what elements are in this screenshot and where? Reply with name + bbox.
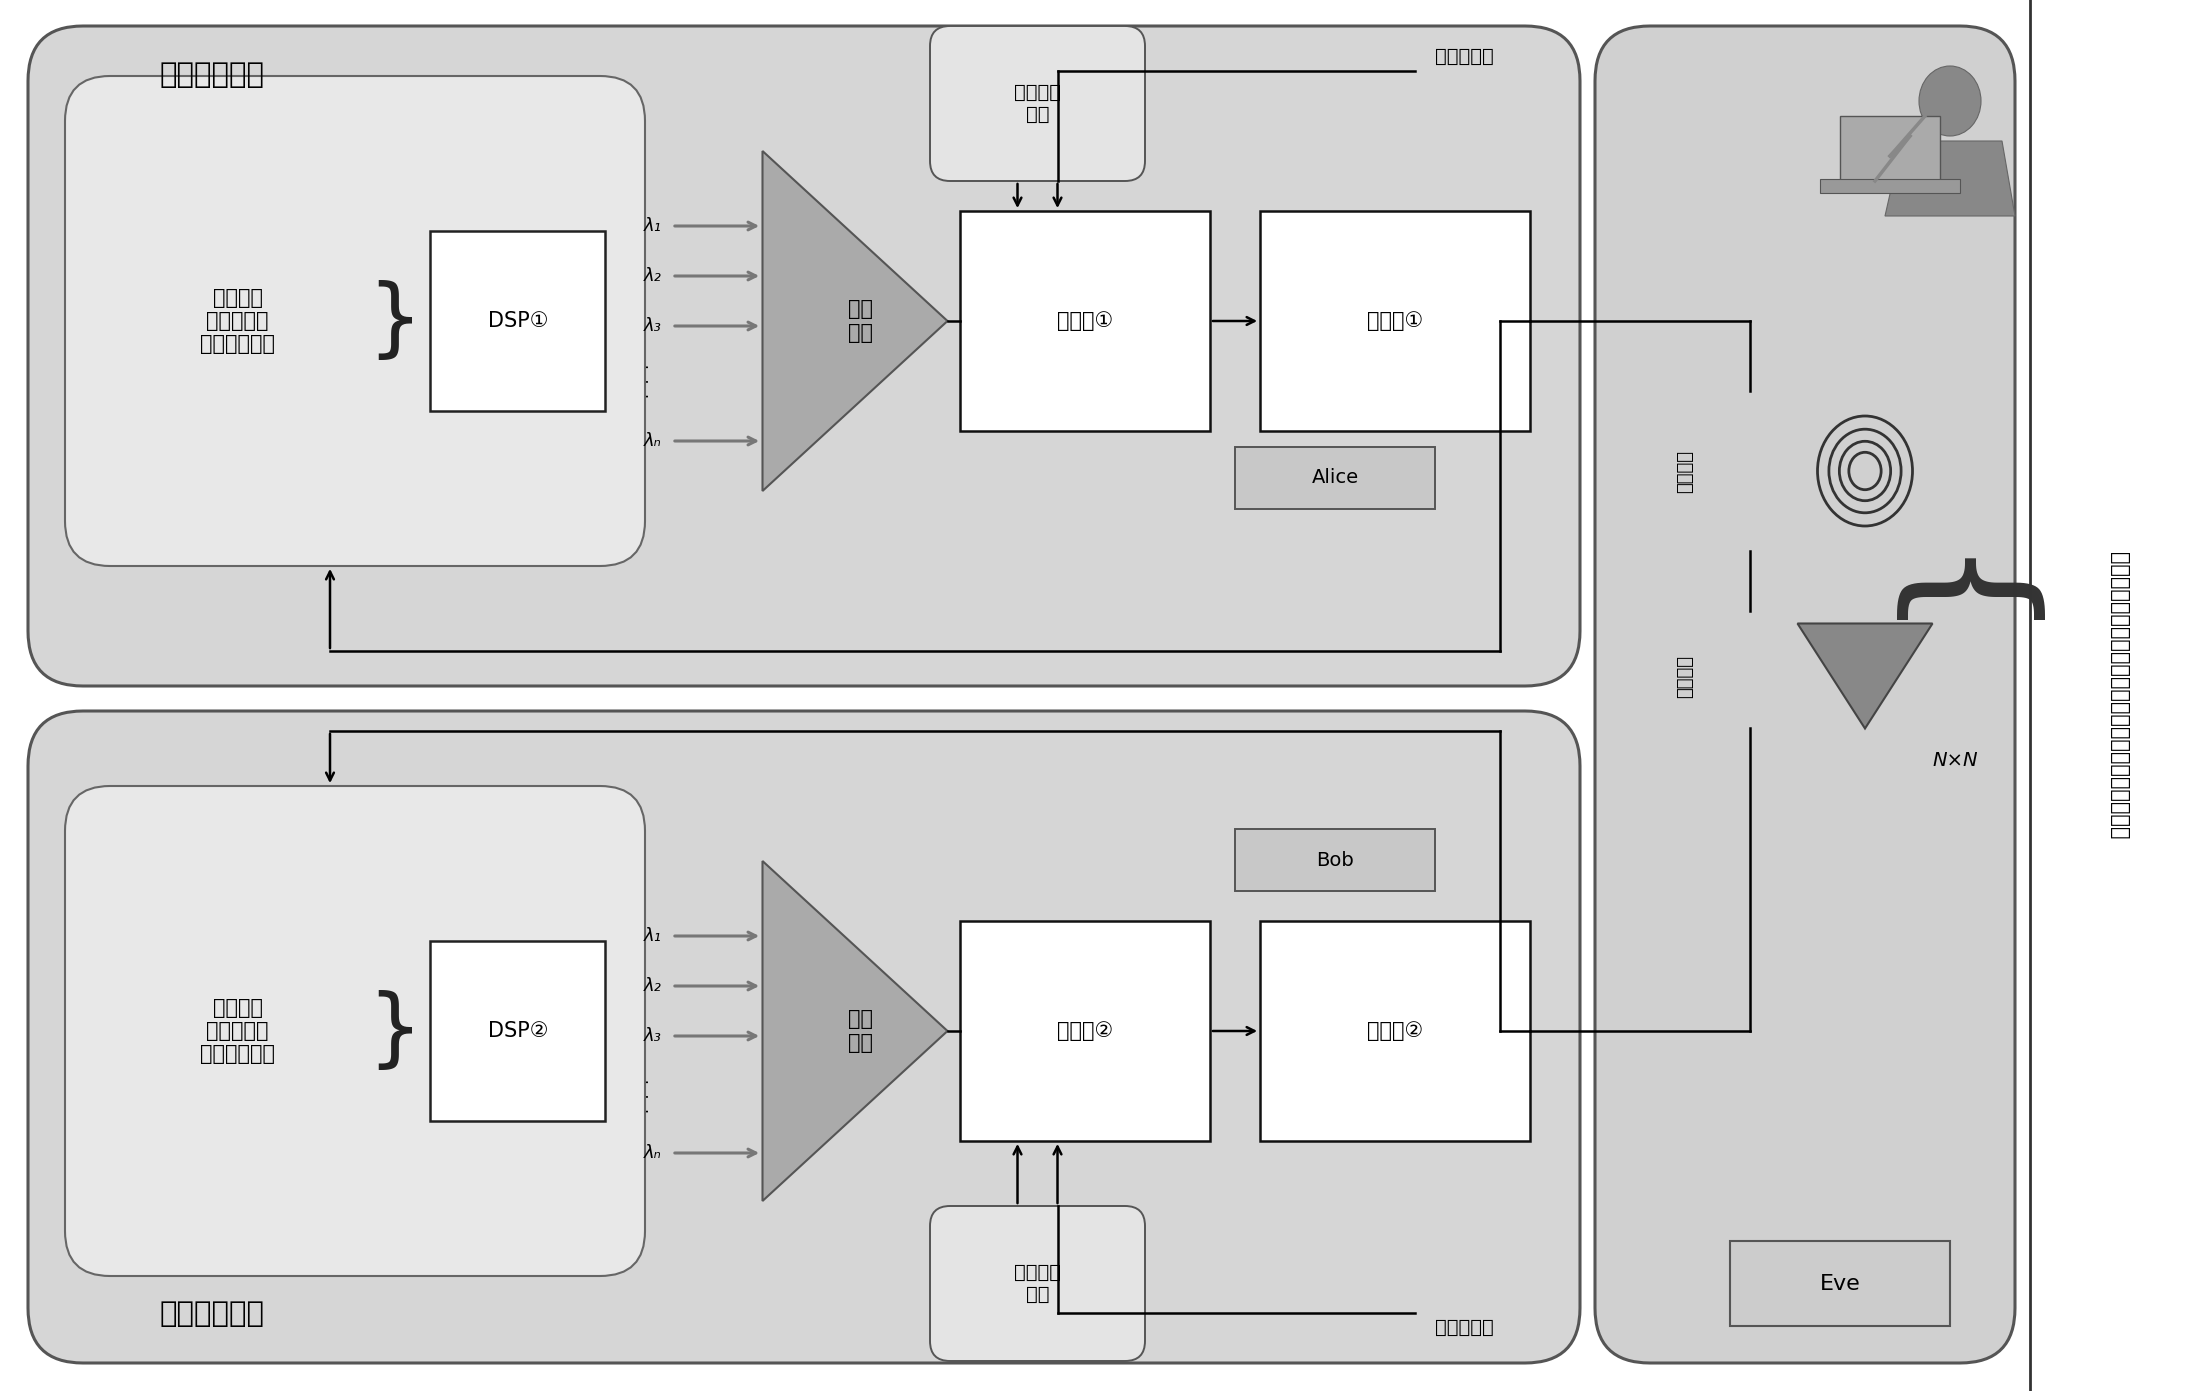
Text: 色散补偿
非线性补偿
相位噪声评估: 色散补偿 非线性补偿 相位噪声评估: [201, 997, 274, 1064]
Text: λ₃: λ₃: [645, 1027, 663, 1045]
Text: 扰偏仪①: 扰偏仪①: [1367, 312, 1423, 331]
Text: 物理安全系统: 物理安全系统: [159, 61, 265, 89]
Text: }: }: [367, 989, 422, 1072]
Bar: [1730, 1241, 1951, 1326]
Text: λ₂: λ₂: [645, 267, 663, 285]
Text: λₙ: λₙ: [645, 1143, 663, 1161]
Text: 物理安全系统: 物理安全系统: [159, 1301, 265, 1328]
Text: λ₁: λ₁: [645, 926, 663, 944]
Text: DSP①: DSP①: [488, 312, 548, 331]
Text: ·  ·  ·: · · ·: [643, 1079, 656, 1113]
FancyBboxPatch shape: [1595, 26, 2015, 1363]
Text: 电信号输入: 电信号输入: [1436, 1319, 1493, 1337]
Ellipse shape: [1920, 65, 1981, 136]
FancyBboxPatch shape: [64, 786, 645, 1276]
Text: ·  ·  ·: · · ·: [643, 364, 656, 398]
Text: λₙ: λₙ: [645, 433, 663, 451]
Bar: [961, 211, 1211, 431]
Bar: [1820, 179, 1959, 193]
Bar: [1235, 447, 1436, 509]
FancyBboxPatch shape: [64, 77, 645, 566]
Text: Alice: Alice: [1312, 469, 1359, 487]
Polygon shape: [762, 152, 948, 491]
Bar: [1840, 115, 1940, 181]
Bar: [1235, 829, 1436, 892]
Bar: [431, 940, 605, 1121]
Text: 波分
复用: 波分 复用: [848, 299, 873, 342]
FancyBboxPatch shape: [930, 26, 1144, 181]
Text: Eve: Eve: [1820, 1274, 1860, 1294]
Text: 混沌序列
生成: 混沌序列 生成: [1014, 1263, 1060, 1303]
Text: 基于光纤通信链路偏振模色散的密鑰生成方法及装置: 基于光纤通信链路偏振模色散的密鑰生成方法及装置: [2110, 552, 2129, 839]
Text: 波分
复用: 波分 复用: [848, 1010, 873, 1053]
Text: 色散补偿
非线性补偿
相位噪声评估: 色散补偿 非线性补偿 相位噪声评估: [201, 288, 274, 355]
Text: 收发器①: 收发器①: [1056, 312, 1113, 331]
Text: λ₃: λ₃: [645, 317, 663, 335]
FancyBboxPatch shape: [930, 1206, 1144, 1360]
Text: }: }: [367, 280, 422, 363]
Text: }: }: [1878, 517, 2032, 619]
Text: 混沌序列
生成: 混沌序列 生成: [1014, 83, 1060, 124]
Polygon shape: [1798, 623, 1933, 729]
Polygon shape: [1884, 140, 2015, 216]
Text: 光纤信道: 光纤信道: [1677, 449, 1694, 492]
Bar: [431, 231, 605, 410]
Text: 光放大器: 光放大器: [1677, 655, 1694, 697]
Text: N×N: N×N: [1933, 751, 1977, 771]
FancyBboxPatch shape: [29, 711, 1579, 1363]
Text: DSP②: DSP②: [488, 1021, 548, 1040]
Bar: [1259, 921, 1531, 1141]
FancyBboxPatch shape: [29, 26, 1579, 686]
Bar: [961, 921, 1211, 1141]
Text: 扰偏仪②: 扰偏仪②: [1367, 1021, 1423, 1040]
Bar: [1259, 211, 1531, 431]
Text: 收发器②: 收发器②: [1056, 1021, 1113, 1040]
Text: 电信号输入: 电信号输入: [1436, 47, 1493, 65]
Text: λ₁: λ₁: [645, 217, 663, 235]
Text: Bob: Bob: [1317, 850, 1354, 869]
Polygon shape: [762, 861, 948, 1200]
Text: λ₂: λ₂: [645, 976, 663, 995]
